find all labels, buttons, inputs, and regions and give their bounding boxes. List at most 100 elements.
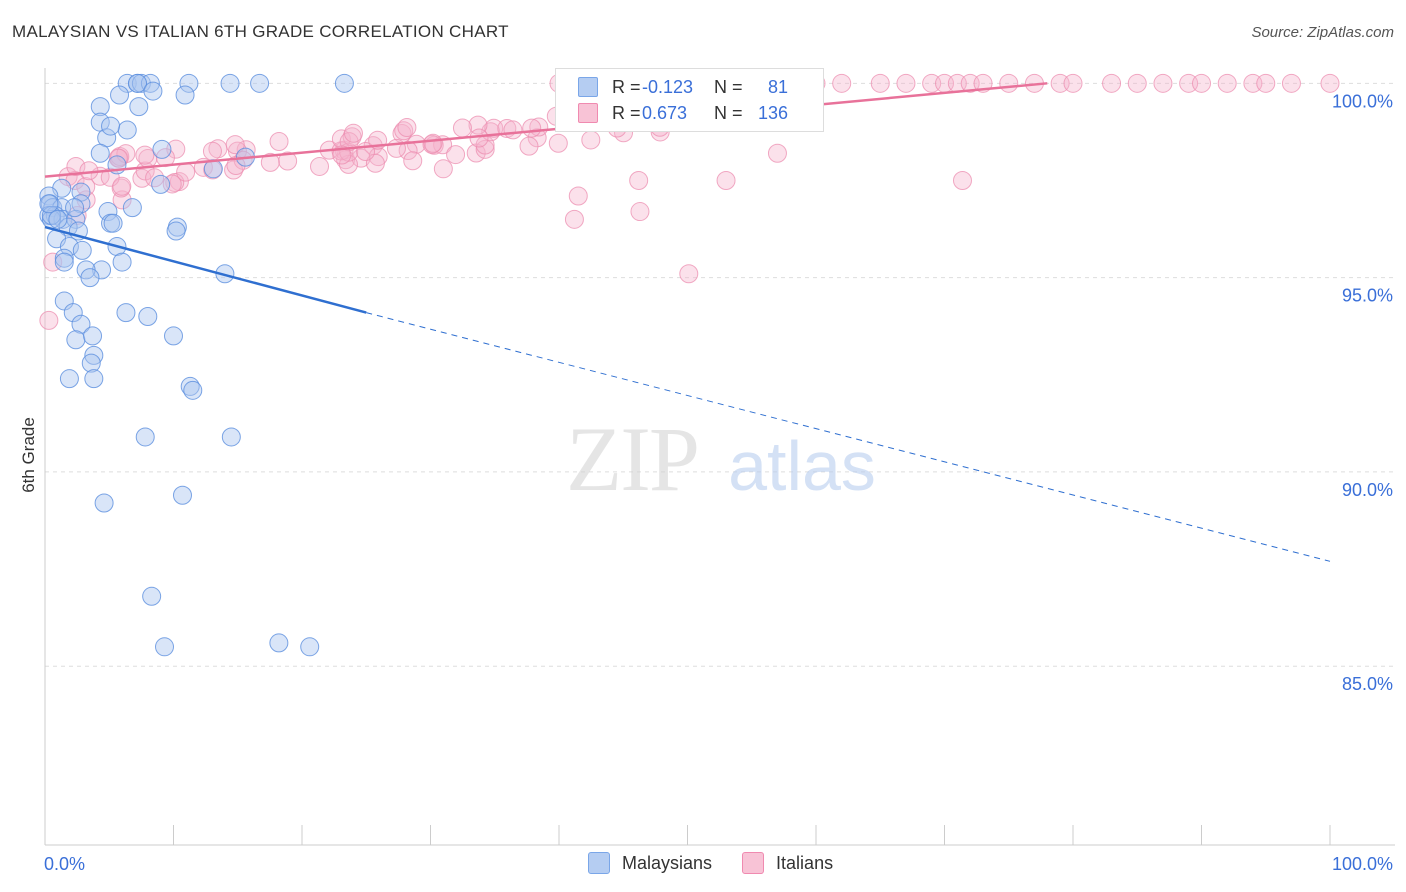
italians-point [548,133,568,153]
italians-point [581,130,601,150]
malaysians-point [59,369,79,389]
malaysians-point [155,637,175,657]
italians-swatch [578,103,598,123]
italians-point [1127,73,1147,93]
malaysians-point [94,493,114,513]
malaysians-point [90,143,110,163]
italians-swatch [742,852,765,874]
italians-point [310,156,330,176]
italians-point [999,73,1019,93]
italians-point [564,209,584,229]
italians-point [1153,73,1173,93]
n-label: N = [714,76,743,97]
malaysians-swatch [588,852,610,874]
italians-point [519,136,539,156]
malaysians-point [103,213,123,233]
y-tick-label: 95.0% [1342,286,1393,306]
tick-labels: 100.0% 95.0% 90.0% 85.0% 0.0% 100.0% [44,91,1393,874]
italians-trendline [44,82,1048,178]
malaysians-point [164,326,183,346]
italians-point [397,118,417,138]
r-value: -0.123 [642,76,694,97]
legend-item-italians[interactable]: Italians [742,852,833,874]
malaysians-point [300,637,320,657]
italians-point [112,176,132,196]
malaysians-point [110,85,130,105]
y-tick-label: 100.0% [1332,91,1393,111]
x-tick-label: 0.0% [44,854,85,874]
malaysians-point [116,303,136,323]
stats-legend: R = -0.123 N = 81 R = 0.673 N = 136 [555,68,824,132]
n-value: 136 [757,102,788,123]
italians-point [503,120,523,140]
italians-point [278,151,298,171]
italians-point [446,145,466,165]
x-tick-label: 100.0% [1332,854,1393,874]
y-tick-label: 90.0% [1342,480,1393,500]
legend-row-malaysians: R = -0.123 N = 81 [578,74,788,100]
malaysians-point [81,353,101,373]
italians-point [226,155,246,175]
malaysians-point [128,73,148,93]
italians-point [452,118,472,138]
malaysians-point [152,139,172,159]
malaysians-point [269,633,289,653]
y-tick-label: 85.0% [1342,674,1393,694]
malaysians-point [179,73,199,93]
source-label: Source: ZipAtlas.com [1251,24,1394,41]
malaysians-point [138,306,158,326]
italians-point [1063,73,1083,93]
malaysians-point [39,186,59,206]
watermark-atlas: atlas [728,427,876,505]
watermark: ZIP atlas [566,408,876,510]
malaysians-point [183,380,203,400]
malaysians-point [65,198,85,218]
italians-point [39,310,59,330]
malaysians-point [101,116,121,136]
malaysians-point [84,345,104,365]
italians-point [952,170,972,190]
italians-point [43,252,63,272]
malaysians-point [129,97,149,117]
italians-point [1256,73,1276,93]
malaysians-point [54,248,74,268]
italians-point [66,156,86,176]
malaysians-trendline-extension [366,312,1331,562]
malaysians-point [48,209,68,229]
malaysians-point [72,240,92,260]
malaysians-point [112,252,132,272]
italians-point [343,123,363,143]
malaysians-point [98,202,118,222]
italians-point [630,202,650,222]
malaysians-point [151,174,171,194]
malaysians-point [250,73,270,93]
italians-point [403,151,423,171]
italians-point [832,73,852,93]
malaysians-point [92,260,112,280]
italians-point [568,186,588,206]
malaysians-point [66,330,86,350]
malaysians-point [83,326,103,346]
malaysians-point [142,586,162,606]
italians-point [679,264,699,284]
italians-point [896,73,916,93]
malaysians-point [117,120,137,140]
italians-point [1320,73,1340,93]
italians-point [1217,73,1237,93]
italians-point [135,145,155,165]
malaysians-point [143,81,163,101]
malaysians-point [220,73,240,93]
legend-label-italians: Italians [776,852,834,873]
malaysians-point [84,369,104,389]
legend-item-malaysians[interactable]: Malaysians [588,852,712,874]
malaysians-point [117,73,137,93]
r-value: 0.673 [642,102,688,123]
italians-point [423,133,443,153]
r-label: R = [612,102,641,123]
series-legend: Malaysians Italians [588,852,863,874]
gridlines [45,82,1395,667]
italians-point [522,118,542,138]
italians-point [1192,73,1211,93]
n-value: 81 [767,76,788,97]
